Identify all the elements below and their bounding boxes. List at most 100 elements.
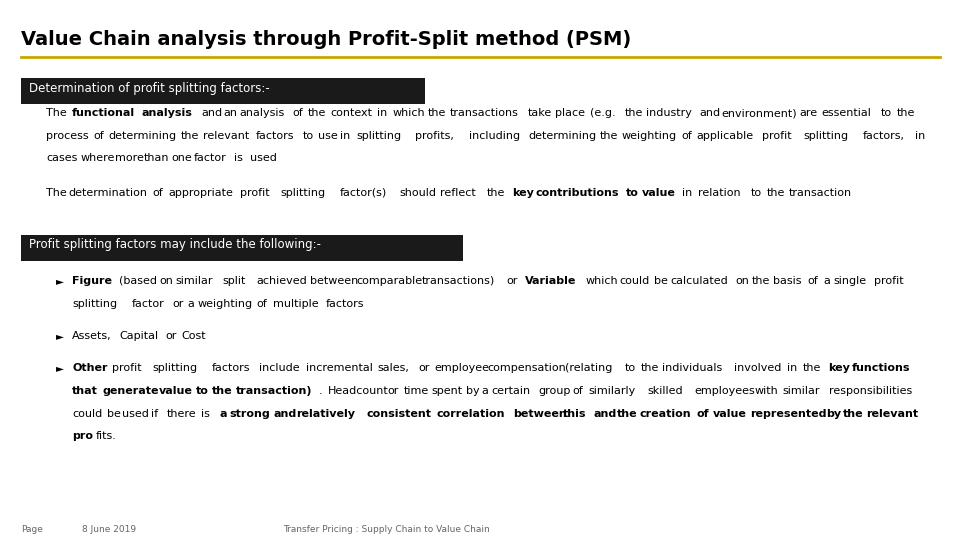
Text: group: group xyxy=(538,386,571,396)
Text: responsibilities: responsibilities xyxy=(829,386,912,396)
Text: comparable: comparable xyxy=(357,276,423,286)
Text: (based: (based xyxy=(119,276,157,286)
Text: to: to xyxy=(303,131,313,141)
Text: determining: determining xyxy=(528,131,596,141)
Text: of: of xyxy=(257,299,267,309)
Text: involved: involved xyxy=(734,363,781,374)
Text: Other: Other xyxy=(72,363,108,374)
Text: Determination of profit splitting factors:-: Determination of profit splitting factor… xyxy=(29,82,270,94)
Text: consistent: consistent xyxy=(366,409,431,419)
Text: functions: functions xyxy=(851,363,910,374)
Text: transactions): transactions) xyxy=(422,276,495,286)
Text: Assets,: Assets, xyxy=(72,331,111,341)
Text: used: used xyxy=(250,153,277,164)
Text: to: to xyxy=(625,363,635,374)
Text: of: of xyxy=(153,188,163,198)
Text: (e.g.: (e.g. xyxy=(590,108,616,118)
Text: value: value xyxy=(713,409,747,419)
Text: individuals: individuals xyxy=(662,363,723,374)
Text: is: is xyxy=(201,409,209,419)
Text: a: a xyxy=(481,386,489,396)
Text: profit: profit xyxy=(240,188,269,198)
Text: or: or xyxy=(387,386,399,396)
Text: The: The xyxy=(46,108,67,118)
Text: factors: factors xyxy=(326,299,364,309)
Text: by: by xyxy=(826,409,842,419)
Text: are: are xyxy=(800,108,818,118)
Text: be: be xyxy=(654,276,668,286)
Text: between: between xyxy=(309,276,357,286)
Text: in: in xyxy=(377,108,387,118)
Text: generate: generate xyxy=(102,386,159,396)
Text: should: should xyxy=(399,188,436,198)
Text: is: is xyxy=(234,153,243,164)
Text: determination: determination xyxy=(68,188,147,198)
Text: ►: ► xyxy=(56,276,63,286)
Text: value: value xyxy=(642,188,676,198)
Text: .: . xyxy=(319,386,322,396)
Text: factor(s): factor(s) xyxy=(340,188,387,198)
Text: the: the xyxy=(617,409,637,419)
Text: the: the xyxy=(767,188,785,198)
Text: of: of xyxy=(93,131,104,141)
Text: Capital: Capital xyxy=(119,331,159,341)
Text: of: of xyxy=(697,409,709,419)
Text: single: single xyxy=(833,276,866,286)
Text: certain: certain xyxy=(491,386,530,396)
Text: profit: profit xyxy=(874,276,903,286)
Text: multiple: multiple xyxy=(273,299,318,309)
Text: which: which xyxy=(393,108,426,118)
Text: use: use xyxy=(318,131,338,141)
Text: with: with xyxy=(754,386,777,396)
Text: Cost: Cost xyxy=(182,331,207,341)
Text: the: the xyxy=(212,386,233,396)
Text: weighting: weighting xyxy=(622,131,677,141)
Text: the: the xyxy=(600,131,618,141)
Text: factor: factor xyxy=(132,299,164,309)
Text: the: the xyxy=(897,108,915,118)
Text: and: and xyxy=(593,409,616,419)
Text: a: a xyxy=(220,409,228,419)
Text: the: the xyxy=(625,108,643,118)
Text: environment): environment) xyxy=(722,108,797,118)
Text: on: on xyxy=(735,276,750,286)
Text: employees: employees xyxy=(695,386,755,396)
Text: the: the xyxy=(487,188,505,198)
Text: and: and xyxy=(700,108,721,118)
FancyBboxPatch shape xyxy=(21,235,463,261)
Text: the: the xyxy=(181,131,199,141)
FancyBboxPatch shape xyxy=(21,78,425,104)
Text: factors: factors xyxy=(256,131,294,141)
Text: sales,: sales, xyxy=(378,363,409,374)
Text: correlation: correlation xyxy=(436,409,505,419)
Text: transaction): transaction) xyxy=(235,386,312,396)
Text: in: in xyxy=(787,363,798,374)
Text: in: in xyxy=(682,188,692,198)
Text: 8 June 2019: 8 June 2019 xyxy=(82,525,136,534)
Text: to: to xyxy=(881,108,892,118)
Text: Figure: Figure xyxy=(72,276,112,286)
Text: than: than xyxy=(143,153,169,164)
Text: used: used xyxy=(122,409,149,419)
Text: that: that xyxy=(72,386,98,396)
Text: similar: similar xyxy=(175,276,212,286)
Text: the: the xyxy=(640,363,658,374)
Text: compensation: compensation xyxy=(487,363,566,374)
Text: determining: determining xyxy=(109,131,177,141)
Text: factor: factor xyxy=(193,153,226,164)
Text: cases: cases xyxy=(46,153,78,164)
Text: or: or xyxy=(506,276,518,286)
Text: employee: employee xyxy=(434,363,489,374)
Text: one: one xyxy=(171,153,192,164)
Text: relevant: relevant xyxy=(203,131,249,141)
Text: be: be xyxy=(107,409,120,419)
Text: more: more xyxy=(115,153,144,164)
Text: functional: functional xyxy=(71,108,135,118)
Text: ►: ► xyxy=(56,331,63,341)
Text: factors,: factors, xyxy=(862,131,904,141)
Text: split: split xyxy=(222,276,245,286)
Text: key: key xyxy=(512,188,534,198)
Text: similarly: similarly xyxy=(588,386,636,396)
Text: Transfer Pricing : Supply Chain to Value Chain: Transfer Pricing : Supply Chain to Value… xyxy=(283,525,490,534)
Text: skilled: skilled xyxy=(648,386,683,396)
